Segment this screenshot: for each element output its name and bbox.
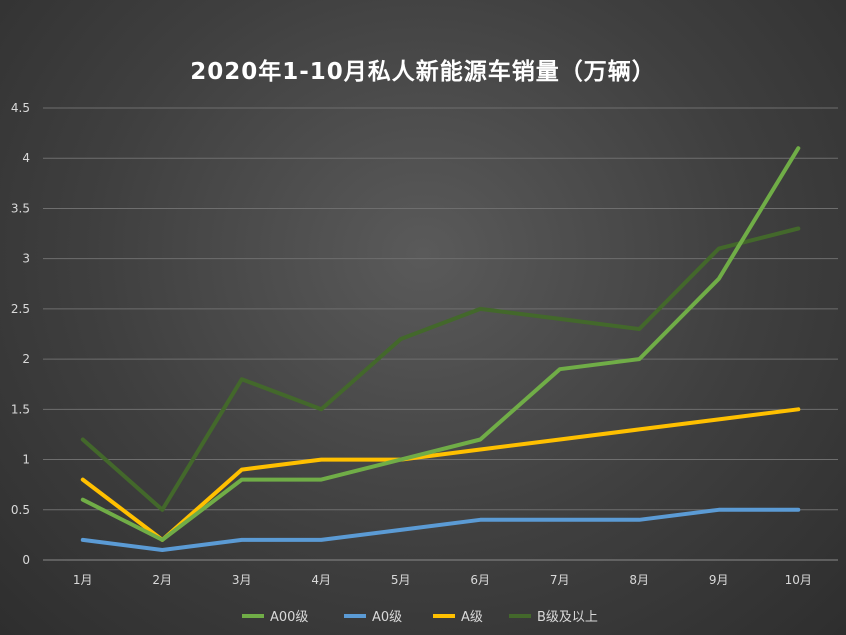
series-line-2 <box>80 507 801 552</box>
x-tick-label: 1月 <box>73 573 93 587</box>
y-tick-label: 0.5 <box>11 503 30 517</box>
y-tick-label: 4 <box>22 151 30 165</box>
x-tick-label: 4月 <box>311 573 331 587</box>
x-tick-label: 7月 <box>550 573 570 587</box>
y-tick-label: 2 <box>22 352 30 366</box>
gridlines <box>43 107 838 561</box>
x-tick-label: 3月 <box>232 573 252 587</box>
y-tick-label: 2.5 <box>11 302 30 316</box>
series-line-1 <box>80 146 801 542</box>
x-tick-label: 9月 <box>709 573 729 587</box>
legend-label: A00级 <box>270 610 308 625</box>
x-tick-label: 8月 <box>629 573 649 587</box>
x-tick-label: 2月 <box>152 573 172 587</box>
x-tick-label: 5月 <box>391 573 411 587</box>
y-tick-label: 1 <box>22 453 30 467</box>
series-lines <box>80 146 801 552</box>
series-line-4 <box>80 226 801 512</box>
chart-title: 2020年1-10月私人新能源车销量（万辆） <box>190 59 656 85</box>
y-tick-label: 4.5 <box>11 101 30 115</box>
y-tick-label: 3 <box>22 252 30 266</box>
y-axis: 0 0.5 1 1.5 2 2.5 3 3.5 4 4.5 <box>11 101 30 567</box>
y-tick-label: 1.5 <box>11 402 30 416</box>
x-tick-label: 10月 <box>785 573 812 587</box>
x-tick-label: 6月 <box>470 573 490 587</box>
y-tick-label: 3.5 <box>11 201 30 215</box>
legend-label: A0级 <box>372 610 402 625</box>
x-axis: 1月 2月 3月 4月 5月 6月 7月 8月 9月 10月 <box>73 573 812 587</box>
legend-label: B级及以上 <box>537 610 598 625</box>
y-tick-label: 0 <box>22 553 30 567</box>
series-line-3 <box>80 407 801 542</box>
legend: A00级 A0级 A级 B级及以上 <box>242 610 598 625</box>
legend-label: A级 <box>461 610 483 625</box>
